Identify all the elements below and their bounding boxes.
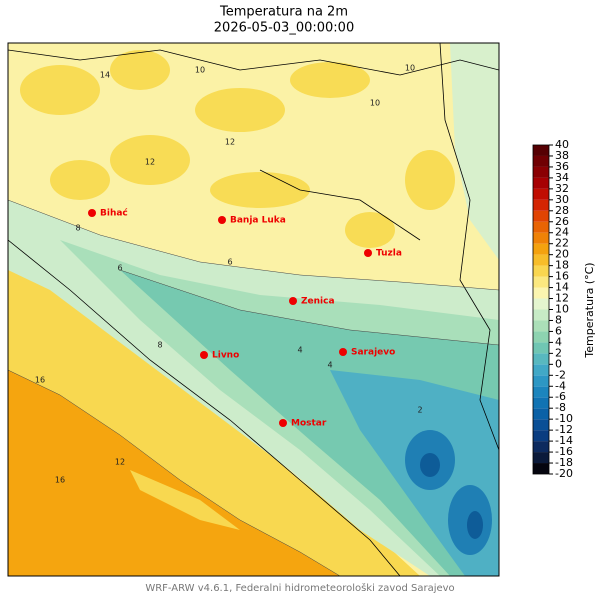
colorbar-band (533, 243, 549, 255)
city-label: Tuzla (376, 249, 402, 259)
colorbar-tick-label: 24 (555, 226, 569, 239)
colorbar-band (533, 375, 549, 387)
colorbar-band (533, 452, 549, 464)
colorbar-tick-label: -18 (555, 456, 573, 469)
colorbar-tick-label: 4 (555, 335, 562, 348)
contour-label: 10 (370, 99, 380, 108)
colorbar-band (533, 177, 549, 189)
colorbar-band (533, 309, 549, 321)
city-marker (279, 419, 287, 427)
colorbar-tick-label: 28 (555, 204, 569, 217)
colorbar-tick-label: -14 (555, 434, 573, 447)
colorbar-tick-label: -8 (555, 401, 566, 414)
contour-label: 8 (157, 341, 162, 350)
colorbar-band (533, 430, 549, 442)
map-frame (7, 42, 500, 577)
colorbar-band (533, 265, 549, 277)
colorbar-band (533, 166, 549, 178)
colorbar-band (533, 145, 549, 156)
colorbar-tick-label: 14 (555, 281, 569, 294)
colorbar-tick-label: 10 (555, 303, 569, 316)
colorbar-band (533, 441, 549, 453)
contour-label: 16 (55, 476, 65, 485)
colorbar-tick-label: 2 (555, 346, 562, 359)
colorbar-tick-label: 40 (555, 138, 569, 151)
colorbar-band (533, 397, 549, 409)
city-marker (200, 351, 208, 359)
colorbar-tick-label: 34 (555, 171, 569, 184)
city-marker (218, 216, 226, 224)
contour-label: 8 (75, 224, 80, 233)
colorbar-tick-label: -4 (555, 379, 566, 392)
colorbar-tick-label: -6 (555, 390, 566, 403)
city-label: Banja Luka (230, 216, 286, 226)
contour-label: 14 (100, 71, 110, 80)
colorbar-band (533, 254, 549, 266)
contour-label: 12 (225, 138, 235, 147)
colorbar-band (533, 320, 549, 332)
colorbar-tick-label: 22 (555, 237, 569, 250)
colorbar-band (533, 210, 549, 222)
map (8, 43, 499, 576)
colorbar-tick-label: 0 (555, 357, 562, 370)
city-marker (364, 249, 372, 257)
colorbar-band (533, 331, 549, 343)
footer: WRF-ARW v4.6.1, Federalni hidrometeorolo… (145, 582, 454, 594)
city-marker (289, 297, 297, 305)
colorbar-band (533, 342, 549, 354)
contour-label: 4 (327, 361, 332, 370)
colorbar-tick-label: -20 (555, 467, 573, 480)
colorbar-band (533, 408, 549, 420)
colorbar-tick-label: -2 (555, 368, 566, 381)
city-label: Sarajevo (351, 348, 395, 358)
city-label: Zenica (301, 297, 335, 307)
colorbar-tick-label: -12 (555, 423, 573, 436)
contour-label: 16 (35, 376, 45, 385)
city-marker (88, 209, 96, 217)
colorbar-tick-label: 18 (555, 259, 569, 272)
colorbar-band (533, 353, 549, 365)
colorbar-band (533, 386, 549, 398)
contour-label: 4 (297, 346, 302, 355)
colorbar-band (533, 364, 549, 376)
contour-label: 2 (417, 406, 422, 415)
colorbar-label: Temperatura (°C) (583, 262, 596, 358)
city-label: Mostar (291, 419, 327, 429)
colorbar-tick-label: 20 (555, 248, 569, 261)
city-marker (339, 348, 347, 356)
colorbar-band (533, 463, 549, 474)
colorbar-tick-label: 26 (555, 215, 569, 228)
colorbar-band (533, 199, 549, 211)
city-label: Bihać (100, 208, 128, 219)
contour-label: 10 (405, 64, 415, 73)
colorbar-band (533, 276, 549, 288)
colorbar-tick-label: 8 (555, 313, 562, 326)
title: Temperatura na 2m (219, 5, 348, 20)
colorbar-band (533, 419, 549, 431)
subtitle: 2026-05-03_00:00:00 (214, 21, 354, 36)
contour-label: 6 (227, 258, 232, 267)
colorbar-tick-label: -16 (555, 445, 573, 458)
colorbar-tick-label: 12 (555, 292, 569, 305)
colorbar-band (533, 155, 549, 167)
colorbar-tick-label: 30 (555, 193, 569, 206)
colorbar-tick-label: 16 (555, 270, 569, 283)
contour-label: 6 (117, 264, 122, 273)
colorbar-tick-label: 38 (555, 149, 569, 162)
colorbar-tick-label: 32 (555, 182, 569, 195)
contour-label: 12 (115, 458, 125, 467)
colorbar-band (533, 188, 549, 200)
colorbar-band (533, 232, 549, 244)
colorbar-tick-label: 36 (555, 160, 569, 173)
contour-label: 10 (195, 66, 205, 75)
colorbar-band (533, 298, 549, 310)
contour-label: 12 (145, 158, 155, 167)
city-label: Livno (212, 351, 239, 361)
colorbar-band (533, 221, 549, 233)
colorbar-tick-label: 6 (555, 324, 562, 337)
colorbar-band (533, 287, 549, 299)
colorbar-tick-label: -10 (555, 412, 573, 425)
